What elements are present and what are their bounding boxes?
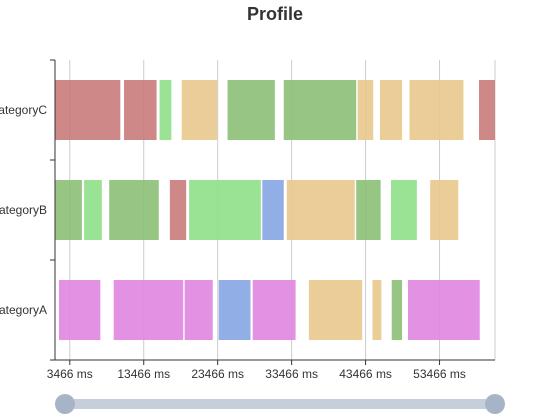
bar-segment <box>372 280 382 340</box>
bar-segment <box>184 280 213 340</box>
bar-segment <box>58 280 101 340</box>
bar-segment <box>189 180 261 240</box>
axis-layer: ategoryA ategoryB ategoryC 3466 ms 13466 ms 2… <box>0 59 495 381</box>
bar-segment <box>409 80 464 140</box>
bar-segment <box>391 280 403 340</box>
bar-segment <box>113 280 184 340</box>
bar-segment <box>227 80 275 140</box>
bar-segment <box>109 180 159 240</box>
bar-segment <box>262 180 284 240</box>
bar-segment <box>356 180 381 240</box>
chart-title: Profile <box>247 4 303 24</box>
x-tick-label: 43466 ms <box>339 367 392 381</box>
bar-segment <box>159 80 172 140</box>
x-tick-label: 13466 ms <box>117 367 170 381</box>
bar-segment <box>218 280 251 340</box>
bar-segment <box>407 280 480 340</box>
bar-segment <box>55 180 82 240</box>
bar-segment <box>124 80 157 140</box>
bar-segment <box>252 280 296 340</box>
bar-segment <box>390 180 417 240</box>
bars-layer <box>55 80 495 340</box>
y-tick-label: ategoryA <box>0 303 47 317</box>
x-tick-label: 3466 ms <box>47 367 93 381</box>
bar-segment <box>286 180 355 240</box>
x-tick-label: 53466 ms <box>413 367 466 381</box>
bar-segment <box>430 180 459 240</box>
x-tick-label: 23466 ms <box>191 367 244 381</box>
bar-segment <box>283 80 357 140</box>
slider-track[interactable] <box>65 399 495 409</box>
bar-segment <box>308 280 363 340</box>
slider-end-handle[interactable] <box>485 394 505 414</box>
bar-segment <box>169 180 187 240</box>
bar-segment <box>55 80 121 140</box>
bar-segment <box>357 80 374 140</box>
zoom-slider[interactable] <box>55 394 505 414</box>
slider-start-handle[interactable] <box>55 394 75 414</box>
y-tick-label: ategoryC <box>0 103 47 117</box>
x-tick-label: 33466 ms <box>265 367 318 381</box>
bar-segment <box>181 80 218 140</box>
bar-segment <box>84 180 102 240</box>
bar-segment <box>379 80 403 140</box>
bar-segment <box>478 80 495 140</box>
y-tick-label: ategoryB <box>0 203 47 217</box>
